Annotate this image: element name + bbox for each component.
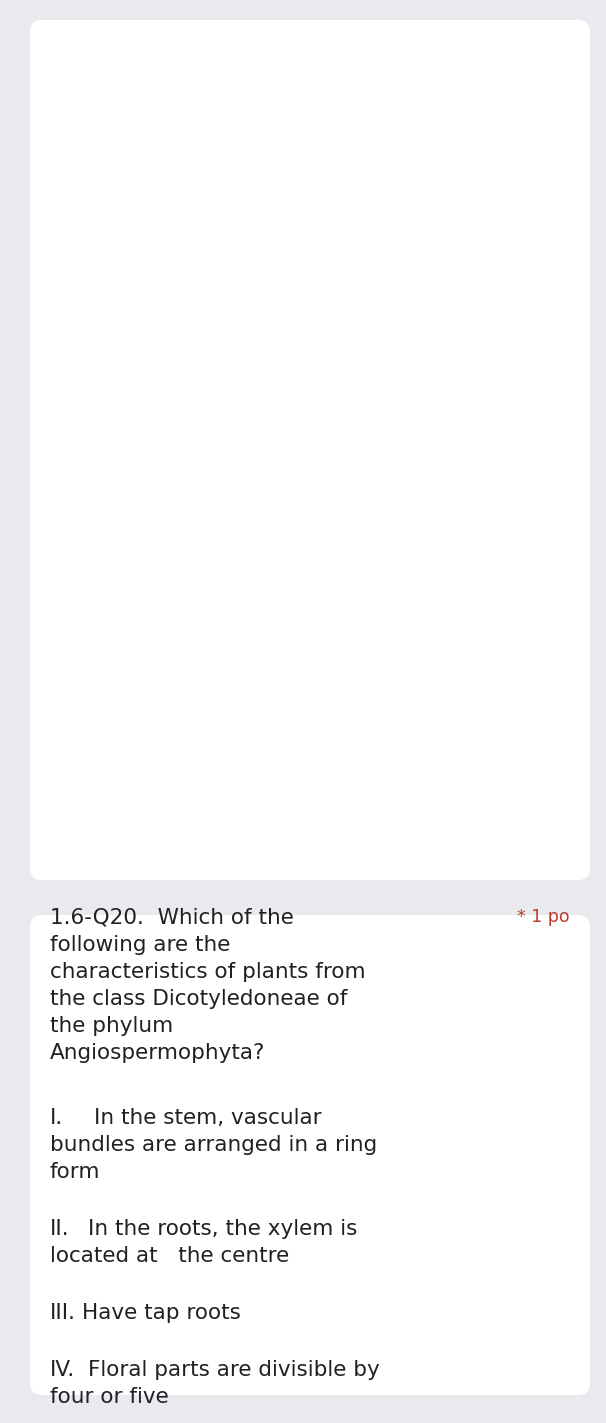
Text: II.: II. [50, 1220, 70, 1239]
Text: form: form [50, 1163, 101, 1183]
Text: III.: III. [50, 1303, 76, 1323]
Text: the class Dicotyledoneae of: the class Dicotyledoneae of [50, 989, 347, 1009]
FancyBboxPatch shape [30, 915, 590, 1395]
Text: Angiospermophyta?: Angiospermophyta? [50, 1043, 265, 1063]
FancyBboxPatch shape [30, 20, 590, 879]
Text: Have tap roots: Have tap roots [82, 1303, 241, 1323]
Text: In the roots, the xylem is: In the roots, the xylem is [88, 1220, 358, 1239]
Text: In the stem, vascular: In the stem, vascular [94, 1109, 322, 1128]
Text: 1.6-Q20.  Which of the: 1.6-Q20. Which of the [50, 908, 294, 928]
Text: I.: I. [50, 1109, 63, 1128]
Text: the phylum: the phylum [50, 1016, 173, 1036]
Text: located at   the centre: located at the centre [50, 1247, 289, 1266]
Text: IV.: IV. [50, 1360, 75, 1380]
Text: following are the: following are the [50, 935, 230, 955]
Text: characteristics of plants from: characteristics of plants from [50, 962, 365, 982]
Text: four or five: four or five [50, 1387, 168, 1407]
Text: * 1 po: * 1 po [518, 908, 570, 926]
Text: Floral parts are divisible by: Floral parts are divisible by [88, 1360, 380, 1380]
Text: bundles are arranged in a ring: bundles are arranged in a ring [50, 1136, 378, 1155]
